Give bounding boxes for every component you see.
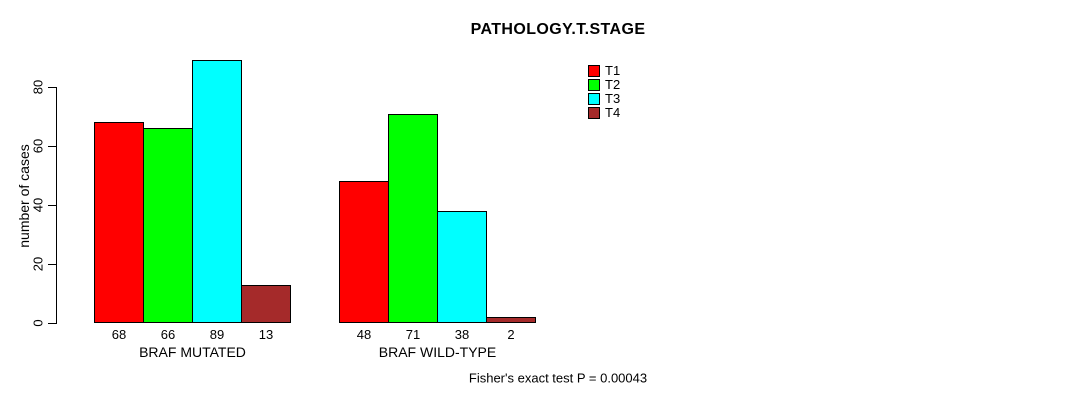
legend-item-t3: T3	[588, 92, 620, 106]
chart-title: PATHOLOGY.T.STAGE	[470, 21, 646, 38]
x-category-label: BRAF WILD-TYPE	[378, 344, 497, 360]
bar-t1-braf-mutated	[94, 122, 144, 323]
y-tick-label: 40	[30, 197, 46, 213]
legend-color-swatch-t4	[588, 107, 600, 119]
legend-item-t4: T4	[588, 106, 620, 120]
legend-label: T4	[605, 105, 621, 120]
bar-t2-braf-wild-type	[388, 114, 438, 323]
y-tick-mark	[48, 87, 56, 88]
bar-value-label: 89	[209, 327, 225, 342]
legend-label: T3	[605, 91, 621, 106]
y-tick-label: 80	[30, 79, 46, 95]
y-tick-label: 0	[30, 319, 46, 327]
y-tick-label: 60	[30, 138, 46, 154]
bar-value-label: 38	[454, 327, 470, 342]
bar-value-label: 66	[160, 327, 176, 342]
bar-value-label: 2	[507, 327, 515, 342]
bar-value-label: 68	[111, 327, 127, 342]
bar-t4-braf-mutated	[241, 285, 291, 323]
y-tick-label: 20	[30, 256, 46, 272]
bar-value-label: 48	[356, 327, 372, 342]
bar-t4-braf-wild-type	[486, 317, 536, 323]
legend-color-swatch-t2	[588, 79, 600, 91]
legend-label: T1	[605, 63, 621, 78]
legend: T1 T2 T3 T4	[588, 64, 620, 120]
legend-item-t1: T1	[588, 64, 620, 78]
stats-annotation: Fisher's exact test P = 0.00043	[468, 370, 648, 386]
legend-item-t2: T2	[588, 78, 620, 92]
y-axis-line	[56, 87, 57, 324]
bar-t3-braf-wild-type	[437, 211, 487, 323]
y-tick-mark	[48, 205, 56, 206]
legend-color-swatch-t3	[588, 93, 600, 105]
bar-t3-braf-mutated	[192, 60, 242, 323]
x-category-label: BRAF MUTATED	[139, 344, 246, 360]
bar-value-label: 71	[405, 327, 421, 342]
legend-color-swatch-t1	[588, 65, 600, 77]
y-tick-mark	[48, 264, 56, 265]
y-axis-title: number of cases	[16, 144, 32, 248]
bar-t2-braf-mutated	[143, 128, 193, 323]
y-tick-mark	[48, 146, 56, 147]
y-tick-mark	[48, 323, 56, 324]
bar-value-label: 13	[258, 327, 274, 342]
legend-label: T2	[605, 77, 621, 92]
bar-t1-braf-wild-type	[339, 181, 389, 323]
